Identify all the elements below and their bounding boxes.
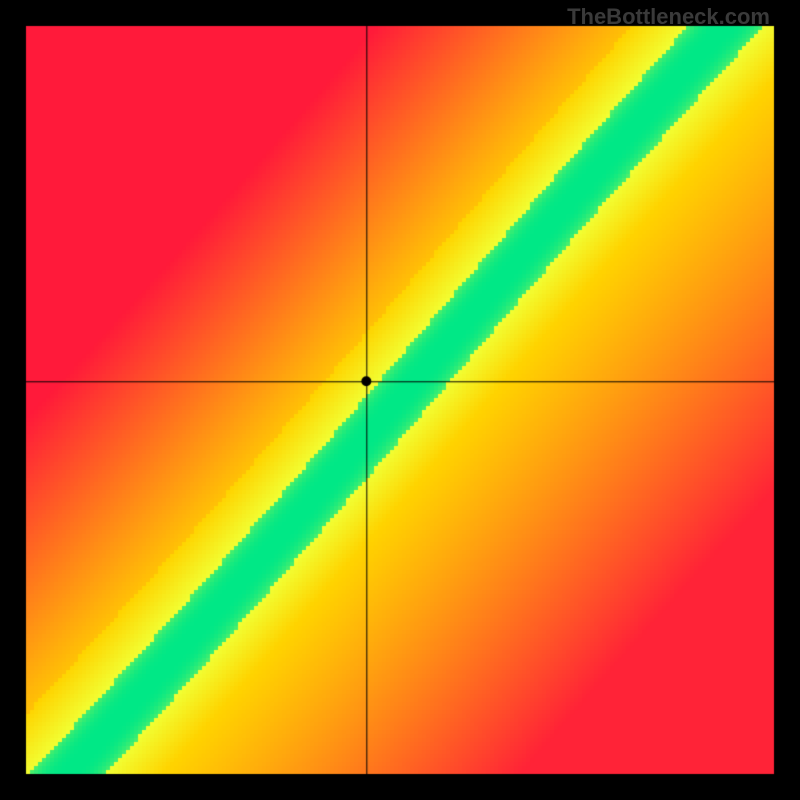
watermark-text: TheBottleneck.com bbox=[567, 4, 770, 30]
heatmap-canvas bbox=[0, 0, 800, 800]
chart-container: TheBottleneck.com bbox=[0, 0, 800, 800]
